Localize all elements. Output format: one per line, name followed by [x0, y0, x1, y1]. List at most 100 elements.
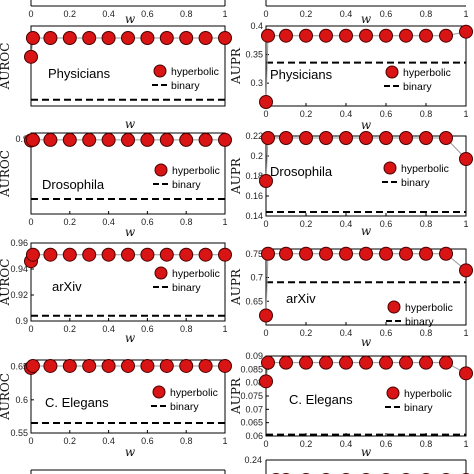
data-point: [319, 131, 333, 145]
data-point: [179, 358, 194, 373]
data-point: [62, 31, 77, 45]
data-point: [218, 358, 232, 373]
x-axis-label: w: [361, 445, 372, 459]
data-point: [261, 355, 275, 370]
y-tick-label: 0.94: [10, 264, 28, 274]
data-point: [339, 28, 353, 43]
panel-bottom-partial-left: [30, 469, 226, 474]
data-point: [259, 174, 273, 188]
data-point: [339, 246, 353, 261]
legend-marker: [386, 386, 400, 400]
legend-marker: [154, 163, 168, 177]
panel-7: 0.55 0.6 0.65 0 0.2 0.4 0.6 0.8 1 w AUROC C. Elegan…: [0, 358, 232, 459]
legend: hyperbolic binary: [384, 65, 451, 93]
data-point: [43, 247, 58, 262]
data-point: [140, 358, 155, 373]
x-axis-label: w: [125, 225, 136, 239]
data-point: [259, 95, 273, 109]
data-point: [140, 31, 155, 45]
data-point: [379, 28, 393, 43]
data-point: [359, 355, 373, 370]
legend-label: binary: [401, 177, 430, 189]
legend-marker: [385, 65, 399, 79]
data-point: [140, 132, 155, 147]
data-point: [419, 28, 433, 43]
data-point: [399, 355, 413, 370]
data-point: [299, 246, 313, 261]
data-point: [198, 358, 213, 373]
data-point: [439, 246, 453, 261]
data-point: [319, 246, 333, 261]
y-tick-label: 0.075: [240, 391, 263, 401]
x-tick-label: 0: [263, 9, 268, 19]
x-axis-label: w: [361, 224, 372, 238]
y-tick-label: 0.65: [245, 296, 263, 306]
y-tick-label: 0.07: [245, 404, 263, 414]
y-tick-label: 0.09: [245, 351, 263, 361]
y-tick-label: 0.24: [244, 455, 262, 465]
x-tick-label: 0: [28, 436, 33, 446]
axes-box: [265, 25, 467, 107]
x-tick-label: 1: [463, 9, 468, 19]
data-point: [121, 247, 135, 262]
data-point: [459, 263, 473, 278]
data-point: [179, 31, 194, 45]
legend-label: binary: [403, 81, 432, 93]
legend-label: hyperbolic: [405, 302, 453, 314]
x-tick-label: 0.6: [141, 324, 154, 334]
x-tick-label: 0.6: [141, 217, 154, 227]
data-point: [140, 247, 155, 262]
data-point: [159, 247, 174, 262]
y-tick-label: 0.7: [250, 273, 263, 283]
x-axis-label: w: [125, 331, 136, 345]
data-point: [419, 246, 433, 261]
dataset-label: Physicians: [48, 66, 111, 81]
data-point: [299, 355, 313, 370]
y-tick-label: 0.55: [10, 428, 28, 438]
x-tick-label: 0.8: [420, 439, 433, 449]
x-axis-label: w: [361, 335, 372, 349]
x-tick-label: 0.8: [420, 109, 433, 119]
data-point: [259, 308, 273, 323]
data-point: [62, 358, 77, 373]
legend: hyperbolic binary: [153, 163, 220, 191]
y-tick-label: 0.92: [10, 290, 28, 300]
x-tick-label: 0.4: [340, 219, 353, 229]
data-point: [198, 132, 213, 147]
y-axis-label: AUROC: [0, 43, 12, 91]
x-tick-label: 0.4: [340, 328, 353, 338]
legend: hyperbolic binary: [153, 266, 220, 294]
x-tick-label: 0.2: [300, 9, 313, 19]
data-point: [279, 246, 293, 261]
legend-label: binary: [172, 282, 201, 294]
y-tick-label: 0.065: [240, 418, 263, 428]
y-tick-label: 0.65: [10, 362, 28, 372]
legend-marker: [152, 385, 166, 399]
x-tick-label: 0.2: [300, 219, 313, 229]
data-point: [25, 31, 40, 45]
data-point: [82, 247, 97, 262]
y-axis-label: AUPR: [229, 268, 243, 306]
y-tick-label: 0.9: [15, 134, 28, 144]
x-tick-label: 0.4: [102, 9, 115, 19]
x-tick-label: 0.6: [380, 219, 393, 229]
data-point: [319, 355, 333, 370]
legend-label: hyperbolic: [170, 387, 218, 399]
x-tick-label: 1: [222, 324, 227, 334]
data-point: [299, 131, 313, 145]
panel-top-partial-right: 0 0.2 0.4 0.6 0.8 1 w: [263, 0, 469, 26]
x-tick-label: 0.2: [300, 328, 313, 338]
y-axis-label: AUROC: [0, 373, 12, 421]
x-tick-label: 0: [263, 328, 268, 338]
legend-marker: [154, 266, 168, 280]
legend-marker: [387, 300, 401, 314]
data-point: [198, 31, 213, 45]
legend-label: hyperbolic: [172, 165, 220, 177]
y-tick-label: 0.6: [15, 395, 28, 405]
x-tick-label: 0.6: [141, 9, 154, 19]
panel-3: 0.9 0 0.2 0.4 0.6 0.8 1 w AUROC Drosophila hyperbo…: [0, 132, 232, 239]
data-point: [25, 132, 40, 147]
x-tick-label: 0: [28, 324, 33, 334]
data-point: [121, 358, 135, 373]
